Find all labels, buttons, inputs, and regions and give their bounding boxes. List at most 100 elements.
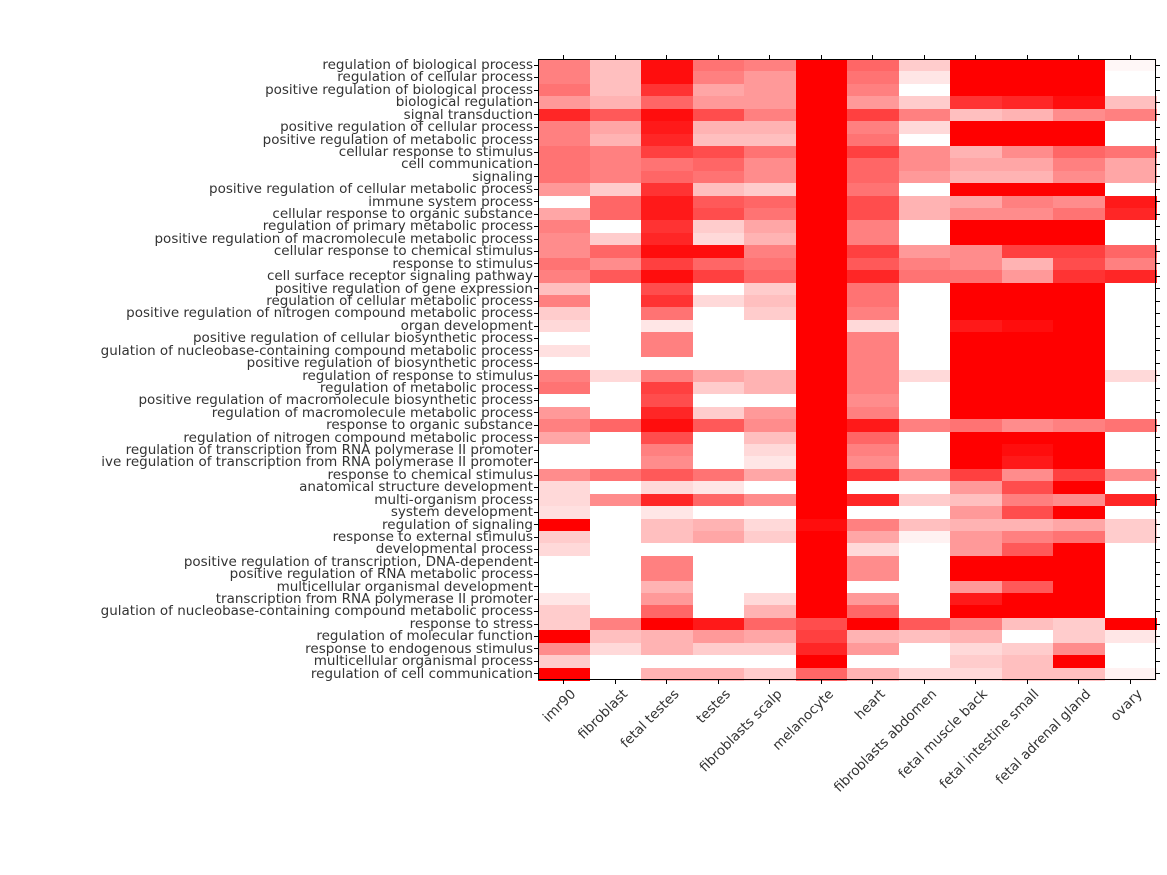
heatmap-cell bbox=[1104, 133, 1157, 147]
y-axis-label: response to stress bbox=[409, 615, 533, 632]
heatmap-cell bbox=[795, 294, 848, 308]
y-axis-label: multi-organism process bbox=[374, 491, 533, 508]
heatmap-cell bbox=[898, 655, 951, 669]
y-tick-left bbox=[534, 437, 538, 439]
x-tick-bottom bbox=[923, 680, 925, 684]
y-tick-right bbox=[1156, 449, 1160, 451]
heatmap-cell bbox=[1104, 270, 1157, 284]
heatmap-cell bbox=[538, 530, 591, 544]
y-axis-label: multicellular organismal development bbox=[276, 578, 533, 595]
heatmap-cell bbox=[692, 580, 745, 594]
heatmap-cell bbox=[898, 83, 951, 97]
heatmap-cell bbox=[795, 270, 848, 284]
heatmap-cell bbox=[1053, 506, 1106, 520]
y-axis-label: regulation of macromolecule metabolic pr… bbox=[211, 404, 533, 421]
heatmap-cell bbox=[795, 406, 848, 420]
y-tick-left bbox=[534, 375, 538, 377]
heatmap-cell bbox=[950, 468, 1003, 482]
x-tick-top bbox=[717, 55, 719, 59]
heatmap-cell bbox=[795, 419, 848, 433]
heatmap-cell bbox=[538, 394, 591, 408]
heatmap-cell bbox=[744, 630, 797, 644]
y-tick-left bbox=[534, 263, 538, 265]
heatmap-cell bbox=[950, 655, 1003, 669]
heatmap-cell bbox=[1001, 332, 1054, 346]
x-tick-bottom bbox=[614, 680, 616, 684]
y-tick-left bbox=[534, 449, 538, 451]
y-tick-right bbox=[1156, 350, 1160, 352]
heatmap-cell bbox=[795, 543, 848, 557]
y-tick-left bbox=[534, 188, 538, 190]
heatmap-cell bbox=[950, 133, 1003, 147]
heatmap-cell bbox=[692, 506, 745, 520]
heatmap-cell bbox=[1001, 468, 1054, 482]
heatmap-cell bbox=[847, 431, 900, 445]
heatmap-cell bbox=[1053, 568, 1106, 582]
y-axis-label: response to organic substance bbox=[326, 417, 533, 434]
x-tick-bottom bbox=[975, 680, 977, 684]
heatmap-cell bbox=[1053, 170, 1106, 184]
x-axis-label: ovary bbox=[1107, 686, 1146, 725]
heatmap-cell bbox=[1104, 630, 1157, 644]
heatmap-cell bbox=[538, 593, 591, 607]
heatmap-cell bbox=[692, 83, 745, 97]
heatmap-cell bbox=[898, 667, 951, 681]
heatmap-cell bbox=[898, 71, 951, 85]
heatmap-cell bbox=[538, 481, 591, 495]
y-axis-label: regulation of response to stimulus bbox=[302, 367, 533, 384]
heatmap-cell bbox=[1053, 468, 1106, 482]
heatmap-cell bbox=[898, 208, 951, 222]
heatmap-cell bbox=[847, 642, 900, 656]
heatmap-cell bbox=[898, 406, 951, 420]
heatmap-cell bbox=[692, 406, 745, 420]
y-axis-label: positive regulation of RNA metabolic pro… bbox=[229, 566, 533, 583]
y-tick-right bbox=[1156, 238, 1160, 240]
heatmap-cell bbox=[795, 369, 848, 383]
y-tick-right bbox=[1156, 549, 1160, 551]
heatmap-cell bbox=[641, 555, 694, 569]
heatmap-cell bbox=[692, 419, 745, 433]
heatmap-cell bbox=[641, 431, 694, 445]
y-tick-right bbox=[1156, 511, 1160, 513]
heatmap-cell bbox=[1001, 319, 1054, 333]
heatmap-cell bbox=[538, 183, 591, 197]
y-tick-right bbox=[1156, 660, 1160, 662]
heatmap-cell bbox=[847, 481, 900, 495]
heatmap-cell bbox=[847, 282, 900, 296]
heatmap-cell bbox=[641, 568, 694, 582]
x-axis-label: fetal adrenal gland bbox=[992, 686, 1095, 788]
heatmap-cell bbox=[589, 108, 642, 122]
heatmap-cell bbox=[744, 121, 797, 135]
heatmap-cell bbox=[795, 220, 848, 234]
heatmap-cell bbox=[950, 282, 1003, 296]
x-tick-top bbox=[1026, 55, 1028, 59]
heatmap-cell bbox=[538, 96, 591, 110]
heatmap-cell bbox=[589, 506, 642, 520]
y-axis-label: positive regulation of biosynthetic proc… bbox=[246, 355, 533, 372]
heatmap-cell bbox=[1001, 444, 1054, 458]
y-tick-left bbox=[534, 201, 538, 203]
y-tick-right bbox=[1156, 623, 1160, 625]
heatmap-cell bbox=[641, 108, 694, 122]
heatmap-cell bbox=[589, 518, 642, 532]
x-tick-top bbox=[666, 55, 668, 59]
heatmap-cell bbox=[1053, 481, 1106, 495]
heatmap-cell bbox=[950, 59, 1003, 73]
heatmap-cell bbox=[795, 195, 848, 209]
heatmap-cell bbox=[1001, 406, 1054, 420]
y-axis-label: positive regulation of metabolic process bbox=[262, 131, 533, 148]
heatmap-cell bbox=[795, 282, 848, 296]
heatmap-cell bbox=[898, 593, 951, 607]
heatmap-cell bbox=[1053, 59, 1106, 73]
heatmap-cell bbox=[795, 518, 848, 532]
heatmap-cell bbox=[1001, 357, 1054, 371]
heatmap-cell bbox=[1053, 369, 1106, 383]
y-axis-label: cell surface receptor signaling pathway bbox=[266, 268, 533, 285]
heatmap-cell bbox=[744, 357, 797, 371]
heatmap-cell bbox=[847, 270, 900, 284]
heatmap-cell bbox=[795, 481, 848, 495]
heatmap-cell bbox=[692, 145, 745, 159]
heatmap-cell bbox=[847, 580, 900, 594]
heatmap-cell bbox=[538, 630, 591, 644]
heatmap-cell bbox=[950, 605, 1003, 619]
